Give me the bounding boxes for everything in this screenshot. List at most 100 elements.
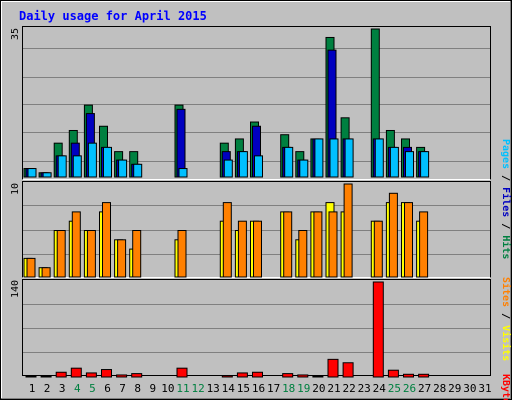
bar-kbytes-day-27	[418, 373, 430, 378]
bar-sites-day-1	[26, 257, 36, 278]
day-label-6: 6	[104, 382, 111, 395]
bar-kbytes-day-5	[85, 372, 97, 378]
bar-kbytes-day-16	[252, 371, 263, 378]
legend-sites: Sites	[500, 277, 512, 307]
legend-kbytes: KBytes	[500, 374, 511, 400]
day-label-27: 27	[418, 382, 431, 395]
bar-pages-day-15	[238, 151, 248, 178]
bar-pages-day-22	[344, 138, 354, 178]
bar-sites-day-6	[102, 202, 111, 278]
bar-pages-day-11	[178, 168, 188, 178]
bar-pages-day-21	[329, 138, 339, 178]
day-label-28: 28	[433, 382, 446, 395]
bar-kbytes-day-3	[55, 371, 67, 378]
bar-pages-day-18	[284, 146, 294, 178]
day-label-20: 20	[312, 382, 325, 395]
bar-pages-day-24	[374, 138, 384, 178]
day-label-30: 30	[463, 382, 476, 395]
y-max-label-visits: 10	[10, 183, 21, 195]
day-label-29: 29	[448, 382, 461, 395]
bar-pages-day-6	[103, 146, 112, 178]
bar-sites-day-15	[237, 220, 247, 278]
bar-pages-day-5	[87, 142, 97, 178]
bar-sites-day-20	[313, 211, 323, 278]
day-label-5: 5	[89, 382, 96, 395]
legend-visits: Visits	[500, 325, 512, 361]
bar-sites-day-2	[41, 267, 51, 278]
bar-kbytes-day-25	[387, 369, 399, 378]
day-label-11: 11	[176, 382, 189, 395]
day-label-18: 18	[282, 382, 295, 395]
bar-pages-day-2	[42, 172, 52, 178]
day-label-22: 22	[342, 382, 355, 395]
bar-pages-day-14	[223, 159, 233, 178]
bar-kbytes-day-14	[221, 375, 233, 378]
bar-kbytes-day-15	[236, 372, 248, 378]
bar-pages-day-8	[133, 163, 143, 178]
bar-kbytes-day-22	[342, 362, 354, 378]
chart-title: Daily usage for April 2015	[19, 9, 207, 23]
bar-sites-day-4	[71, 211, 81, 278]
bar-pages-day-1	[27, 168, 37, 178]
day-label-10: 10	[161, 382, 174, 395]
legend-pages: Pages	[500, 139, 511, 169]
day-label-7: 7	[119, 382, 126, 395]
y-max-label-hits: 35	[10, 28, 21, 40]
day-label-12: 12	[191, 382, 204, 395]
bar-kbytes-day-1	[25, 375, 37, 378]
day-label-24: 24	[373, 382, 387, 395]
day-label-4: 4	[74, 382, 81, 395]
bar-kbytes-day-4	[70, 367, 82, 378]
bar-sites-day-5	[86, 230, 96, 278]
bar-sites-day-27	[419, 211, 429, 278]
day-label-31: 31	[478, 382, 491, 395]
bars	[23, 28, 430, 378]
bar-sites-day-26	[404, 202, 413, 278]
day-label-23: 23	[358, 382, 371, 395]
day-label-3: 3	[59, 382, 66, 395]
bar-sites-day-19	[298, 230, 308, 278]
bar-kbytes-day-11	[176, 367, 188, 378]
legend-sites-visits: Sites / Visits	[500, 277, 512, 361]
bar-kbytes-day-8	[131, 373, 143, 378]
legend-hits: Hits	[500, 235, 512, 259]
bar-pages-day-27	[420, 151, 430, 178]
bar-pages-day-25	[389, 146, 399, 178]
day-label-16: 16	[252, 382, 265, 395]
bar-kbytes-day-19	[297, 374, 309, 378]
bar-pages-day-26	[405, 151, 414, 178]
day-label-8: 8	[134, 382, 141, 395]
bar-kbytes-day-7	[116, 374, 128, 378]
bar-sites-day-22	[343, 183, 353, 278]
day-label-21: 21	[327, 382, 340, 395]
bar-pages-day-4	[72, 155, 82, 178]
bar-pages-day-7	[118, 159, 128, 178]
day-label-25: 25	[388, 382, 401, 395]
bar-files-day-11	[176, 108, 186, 178]
legend-hits-files-pages: Pages / Files / Hits	[500, 139, 512, 259]
bar-sites-day-11	[177, 230, 187, 278]
bar-pages-day-20	[314, 138, 324, 178]
bar-sites-day-25	[388, 192, 398, 278]
day-label-19: 19	[297, 382, 310, 395]
day-labels: 1 2 3 4 5 6 7 8 9 10 11 12 13 14 15 16 17 18 19 20 21 22 23 24 2…	[29, 382, 492, 395]
legend-sep: /	[500, 307, 511, 325]
bar-kbytes-day-26	[403, 373, 414, 378]
bar-sites-day-3	[56, 230, 66, 278]
bar-sites-day-16	[253, 220, 262, 278]
y-max-label-kbytes: 140	[10, 280, 21, 298]
bar-kbytes-day-20	[312, 375, 324, 378]
bar-sites-day-18	[283, 211, 293, 278]
legend-files: Files	[500, 187, 512, 217]
bar-kbytes-day-2	[40, 375, 52, 378]
bar-sites-day-21	[328, 211, 338, 278]
bar-kbytes-day-21	[327, 358, 339, 378]
day-label-2: 2	[44, 382, 51, 395]
bar-sites-day-7	[117, 239, 127, 278]
day-label-13: 13	[207, 382, 220, 395]
bar-pages-day-16	[254, 155, 263, 178]
bar-kbytes-day-6	[101, 369, 112, 378]
day-label-9: 9	[149, 382, 156, 395]
